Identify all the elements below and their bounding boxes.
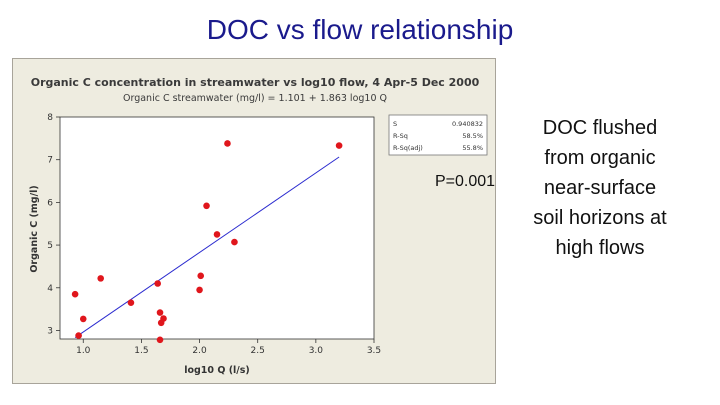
data-point (75, 332, 82, 339)
data-point (197, 272, 205, 280)
data-point (203, 202, 210, 210)
x-tick-label: 1.5 (134, 346, 148, 356)
data-point (127, 299, 135, 307)
data-point (213, 231, 221, 238)
y-axis: 3 4 5 6 7 8 (47, 113, 60, 336)
slide-title: DOC vs flow relationship (206, 14, 514, 45)
data-point (71, 290, 79, 298)
stats-box: S 0.940832 R-Sq 58.5% R-Sq(adj) 55.8% (388, 114, 488, 156)
x-tick-label: 3.0 (309, 346, 324, 356)
note-line: DOC flushed (542, 117, 658, 139)
stat-value-rsq-adj: 55.8% (462, 144, 483, 152)
stat-label-rsq-adj: R-Sq(adj) (393, 144, 423, 152)
y-tick-label: 7 (47, 156, 53, 166)
x-axis: 1.0 1.5 2.0 2.5 3.0 3.5 (76, 339, 381, 356)
data-point (231, 238, 238, 246)
x-axis-label: log10 Q (l/s) (184, 365, 250, 376)
x-tick-label: 2.5 (251, 346, 265, 356)
p-value: P=0.001 (435, 173, 495, 190)
note-line: high flows (555, 237, 645, 259)
regression-line (74, 156, 340, 338)
data-point (156, 336, 164, 344)
data-point (196, 286, 203, 294)
x-tick-label: 3.5 (367, 346, 381, 356)
scatter-chart: Organic C concentration in streamwater v… (29, 76, 495, 376)
data-point (156, 309, 164, 316)
y-tick-label: 6 (47, 198, 53, 208)
note-line: from organic (544, 147, 656, 169)
chart-subtitle: Organic C streamwater (mg/l) = 1.101 + 1… (123, 93, 387, 104)
stat-label-s: S (393, 120, 397, 128)
chart-title: Organic C concentration in streamwater v… (31, 76, 480, 89)
y-tick-label: 8 (47, 113, 53, 123)
y-tick-label: 5 (47, 241, 53, 251)
x-tick-label: 1.0 (76, 346, 91, 356)
stat-label-rsq: R-Sq (393, 132, 408, 140)
side-note: DOC flushed from organic near-surface so… (510, 113, 690, 263)
data-point (335, 142, 343, 149)
chart-figure: Organic C concentration in streamwater v… (12, 58, 496, 384)
data-point (160, 315, 167, 322)
stat-value-rsq: 58.5% (462, 132, 483, 140)
note-line: near-surface (543, 177, 657, 199)
data-point (97, 275, 105, 282)
y-tick-label: 3 (47, 326, 53, 336)
y-axis-label: Organic C (mg/l) (29, 185, 40, 272)
data-point (154, 280, 161, 287)
y-tick-label: 4 (47, 284, 53, 294)
data-point (79, 315, 87, 323)
data-points (71, 140, 343, 344)
note-line: soil horizons at (533, 207, 667, 229)
x-tick-label: 2.0 (192, 346, 207, 356)
data-point (224, 140, 231, 147)
plot-area (59, 116, 375, 340)
stat-value-s: 0.940832 (452, 120, 483, 128)
